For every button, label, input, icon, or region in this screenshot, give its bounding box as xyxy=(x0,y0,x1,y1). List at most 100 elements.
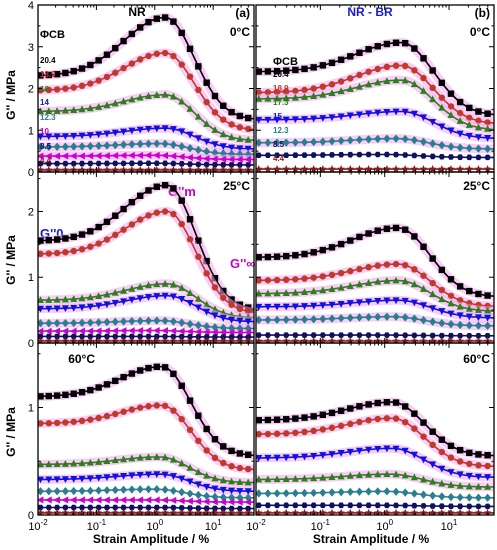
data-point xyxy=(429,491,437,500)
data-point xyxy=(95,458,103,465)
data-point xyxy=(410,136,418,145)
data-point xyxy=(227,508,236,515)
data-point xyxy=(211,92,219,100)
data-point xyxy=(383,40,391,48)
data-point xyxy=(244,162,252,168)
data-point xyxy=(61,165,70,172)
data-point xyxy=(128,151,135,159)
data-point xyxy=(186,336,194,343)
data-point xyxy=(484,474,492,481)
data-point xyxy=(203,425,210,433)
data-point xyxy=(53,295,61,303)
data-point xyxy=(429,95,437,103)
data-point xyxy=(86,327,94,335)
data-point xyxy=(70,247,77,255)
data-point xyxy=(456,458,464,465)
data-point xyxy=(136,56,144,63)
data-point xyxy=(136,295,144,302)
data-point xyxy=(383,225,391,232)
data-point xyxy=(78,142,86,151)
data-point xyxy=(170,407,177,414)
data-point xyxy=(38,333,44,340)
data-point xyxy=(318,508,327,515)
data-point xyxy=(374,445,382,453)
data-point xyxy=(429,255,436,262)
data-point xyxy=(264,68,272,75)
data-point xyxy=(78,294,86,302)
data-point xyxy=(170,210,177,218)
data-point xyxy=(220,287,227,295)
data-point xyxy=(374,43,381,50)
data-point xyxy=(337,407,345,414)
data-point xyxy=(300,164,309,172)
data-point xyxy=(211,284,219,291)
data-point xyxy=(392,415,400,422)
data-point xyxy=(95,141,103,151)
data-point xyxy=(169,140,177,149)
data-point xyxy=(161,208,169,215)
data-point xyxy=(236,324,244,333)
data-point xyxy=(456,493,464,502)
data-point xyxy=(244,155,252,163)
data-point xyxy=(264,138,272,147)
data-point xyxy=(103,160,111,167)
x-axis-title-right: Strain Amplitude / % xyxy=(313,532,430,546)
data-point xyxy=(264,416,272,424)
data-point xyxy=(383,312,391,321)
data-point xyxy=(103,327,110,335)
data-point xyxy=(328,89,336,97)
data-point xyxy=(347,267,354,275)
data-point xyxy=(383,487,391,496)
data-point xyxy=(38,107,45,115)
panel-3: 0 1 2 xyxy=(28,171,255,350)
data-point xyxy=(177,327,185,335)
data-point xyxy=(419,302,428,309)
data-point xyxy=(228,505,235,512)
data-point xyxy=(136,404,144,411)
data-point xyxy=(220,162,227,168)
data-point xyxy=(300,453,309,461)
data-point xyxy=(111,299,119,307)
data-point xyxy=(292,276,299,283)
data-point xyxy=(86,152,94,160)
data-point xyxy=(152,165,161,172)
data-point xyxy=(203,99,210,106)
data-point xyxy=(161,496,168,504)
data-point xyxy=(103,152,110,160)
data-point xyxy=(153,453,161,460)
data-point xyxy=(355,471,363,479)
data-point xyxy=(319,332,327,338)
data-point xyxy=(120,298,128,306)
data-point xyxy=(283,252,290,260)
temp-label-a-0c: 0°C xyxy=(230,25,250,39)
series-10 xyxy=(38,496,254,506)
data-point xyxy=(203,79,210,86)
data-point xyxy=(337,487,345,497)
data-point xyxy=(337,56,345,63)
data-point xyxy=(153,280,161,288)
data-point xyxy=(355,280,363,288)
data-point xyxy=(62,504,69,511)
data-point xyxy=(292,332,299,338)
panel-4 xyxy=(255,171,495,344)
data-point xyxy=(236,328,243,336)
data-point xyxy=(111,288,119,296)
data-point xyxy=(447,276,455,283)
data-point xyxy=(161,333,169,340)
data-point xyxy=(420,153,427,159)
data-point xyxy=(447,492,455,502)
data-point xyxy=(337,113,345,121)
data-point xyxy=(474,134,482,141)
data-point xyxy=(61,305,69,313)
data-point xyxy=(202,155,210,163)
data-point xyxy=(474,306,482,313)
data-point xyxy=(328,473,336,481)
data-point xyxy=(465,482,473,490)
data-point xyxy=(484,110,491,117)
data-point xyxy=(310,453,318,460)
data-point xyxy=(244,125,252,133)
data-point xyxy=(273,454,281,462)
data-point xyxy=(383,134,391,143)
data-point xyxy=(61,476,69,483)
data-point xyxy=(128,370,136,377)
